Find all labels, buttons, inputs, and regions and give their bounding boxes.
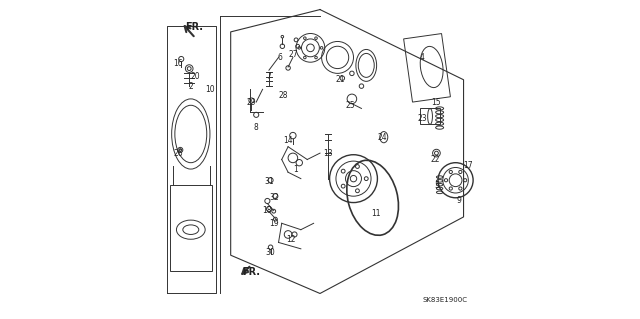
Text: 9: 9 <box>456 197 461 205</box>
Text: 15: 15 <box>431 98 441 107</box>
Text: 19: 19 <box>269 219 278 228</box>
Text: 21: 21 <box>336 75 346 84</box>
Text: 17: 17 <box>463 161 473 170</box>
Text: 26: 26 <box>173 149 183 158</box>
Text: 20: 20 <box>190 72 200 81</box>
Text: 32: 32 <box>269 193 278 202</box>
Text: SK83E1900C: SK83E1900C <box>422 297 467 303</box>
Text: 28: 28 <box>278 91 288 100</box>
Text: 22: 22 <box>430 155 440 164</box>
Bar <box>404 33 451 102</box>
Text: 24: 24 <box>378 133 387 142</box>
Text: FR.: FR. <box>242 267 260 277</box>
Text: 30: 30 <box>266 248 275 256</box>
Text: 1: 1 <box>294 165 298 174</box>
Text: 2: 2 <box>188 82 193 91</box>
Text: 8: 8 <box>254 123 259 132</box>
Text: 11: 11 <box>371 209 381 218</box>
Text: 16: 16 <box>173 59 183 68</box>
Text: 5: 5 <box>434 181 439 189</box>
Text: FR.: FR. <box>186 22 204 32</box>
Text: 6: 6 <box>278 53 283 62</box>
Text: 13: 13 <box>323 149 333 158</box>
Text: 18: 18 <box>262 206 272 215</box>
Text: 12: 12 <box>287 235 296 244</box>
Bar <box>420 108 440 124</box>
Text: 4: 4 <box>420 53 424 62</box>
Text: 31: 31 <box>264 177 274 186</box>
Text: 10: 10 <box>205 85 215 94</box>
Text: 25: 25 <box>346 101 355 110</box>
Text: 29: 29 <box>246 98 256 107</box>
Text: 7: 7 <box>266 72 271 81</box>
Text: 27: 27 <box>288 50 298 59</box>
Text: 14: 14 <box>284 136 293 145</box>
Text: 23: 23 <box>417 114 427 122</box>
